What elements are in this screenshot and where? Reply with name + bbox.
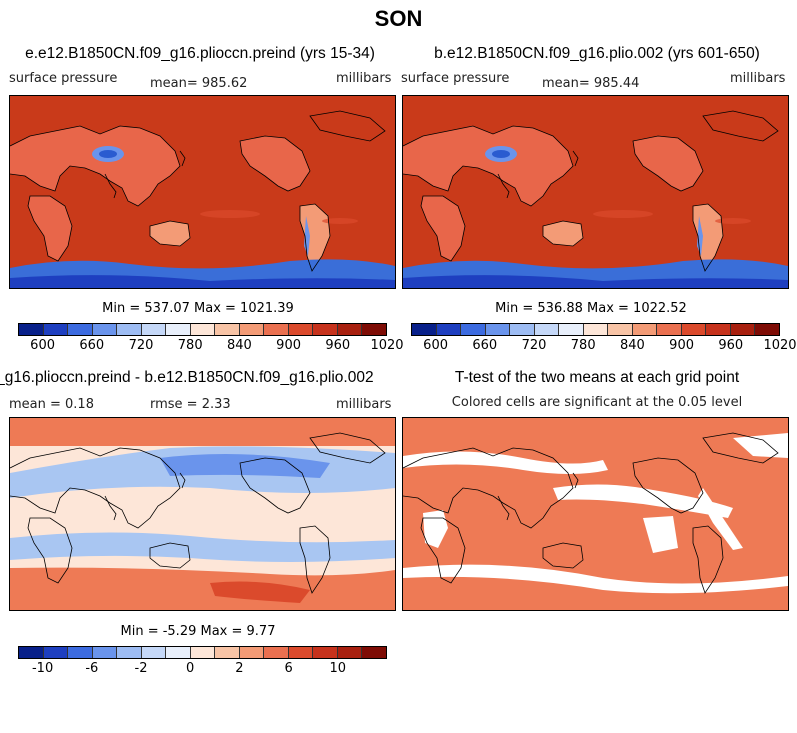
colorbar-swatch (608, 324, 633, 335)
colorbar-swatch (337, 324, 363, 335)
colorbar-swatch (92, 647, 118, 658)
panel-4-title: T-test of the two means at each grid poi… (454, 369, 740, 386)
colorbar-tick-label: -10 (31, 661, 54, 676)
colorbar-swatch (215, 647, 240, 658)
panel-3-colorbar (18, 646, 387, 659)
panel-3-title: e.e12.B1850CN.f09_g16.plioccn.preind - b… (0, 369, 374, 386)
colorbar-swatch (706, 324, 731, 335)
colorbar-swatch (166, 324, 191, 335)
panel-1-map (9, 95, 396, 289)
colorbar-swatch (461, 324, 486, 335)
panel-3-map-field (10, 418, 395, 610)
colorbar-swatch (264, 647, 289, 658)
panel-3-rmse-label: rmse = 2.33 (150, 397, 231, 412)
panel-2-mean-label: mean= 985.44 (542, 76, 640, 91)
colorbar-swatch (190, 324, 216, 335)
colorbar-swatch (117, 647, 142, 658)
panel-2-map (402, 95, 789, 289)
colorbar-tick-label: 660 (79, 338, 105, 353)
colorbar-swatch (559, 324, 584, 335)
panel-2-map-field (403, 96, 788, 288)
colorbar-swatch (264, 324, 289, 335)
colorbar-swatch (92, 324, 118, 335)
panel-2-units-label: millibars (730, 71, 786, 86)
colorbar-tick-label: 900 (669, 338, 695, 353)
colorbar-tick-label: 10 (329, 661, 347, 676)
colorbar-swatch (436, 324, 462, 335)
panel-1-units-label: millibars (336, 71, 392, 86)
colorbar-swatch (43, 324, 69, 335)
colorbar-tick-label: 960 (718, 338, 744, 353)
colorbar-swatch (68, 324, 93, 335)
colorbar-swatch (239, 647, 265, 658)
colorbar-tick-label: 840 (226, 338, 252, 353)
colorbar-swatch (141, 647, 167, 658)
colorbar-swatch (730, 324, 756, 335)
colorbar-swatch (288, 324, 314, 335)
colorbar-tick-label: 6 (284, 661, 293, 676)
colorbar-swatch (117, 324, 142, 335)
colorbar-swatch (141, 324, 167, 335)
colorbar-swatch (288, 647, 314, 658)
panel-3-title-clip: e.e12.B1850CN.f09_g16.plioccn.preind - b… (0, 369, 400, 391)
panel-1-title: e.e12.B1850CN.f09_g16.plioccn.preind (yr… (25, 45, 375, 62)
colorbar-swatch (583, 324, 609, 335)
colorbar-tick-label: 720 (128, 338, 154, 353)
colorbar-tick-label: 1020 (370, 338, 404, 353)
colorbar-tick-label: 900 (276, 338, 302, 353)
panel-1-mean-label: mean= 985.62 (150, 76, 248, 91)
colorbar-swatch (362, 647, 386, 658)
colorbar-tick-label: 960 (325, 338, 351, 353)
panel-1-colorbar (18, 323, 387, 336)
colorbar-tick-label: 600 (423, 338, 449, 353)
colorbar-swatch (190, 647, 216, 658)
colorbar-swatch (19, 324, 44, 335)
panel-2-variable-label: surface pressure (401, 71, 510, 86)
colorbar-swatch (657, 324, 682, 335)
colorbar-tick-label: 780 (177, 338, 203, 353)
colorbar-swatch (215, 324, 240, 335)
panel-3-units-label: millibars (336, 397, 392, 412)
panel-3-map (9, 417, 396, 611)
colorbar-tick-label: 840 (619, 338, 645, 353)
colorbar-swatch (239, 324, 265, 335)
colorbar-tick-label: 720 (521, 338, 547, 353)
colorbar-swatch (755, 324, 779, 335)
colorbar-swatch (166, 647, 191, 658)
colorbar-tick-label: -2 (134, 661, 148, 676)
panel-1-min-max: Min = 537.07 Max = 1021.39 (102, 301, 294, 316)
colorbar-tick-label: -6 (85, 661, 99, 676)
colorbar-swatch (362, 324, 386, 335)
colorbar-tick-label: 1020 (763, 338, 797, 353)
colorbar-tick-label: 600 (30, 338, 56, 353)
colorbar-swatch (19, 647, 44, 658)
colorbar-swatch (313, 647, 338, 658)
colorbar-swatch (632, 324, 658, 335)
panel-4-map (402, 417, 789, 611)
colorbar-tick-label: 2 (235, 661, 244, 676)
panel-4-subtitle: Colored cells are significant at the 0.0… (451, 395, 743, 410)
colorbar-swatch (485, 324, 511, 335)
panel-1-map-field (10, 96, 395, 288)
panel-2-colorbar (411, 323, 780, 336)
colorbar-tick-label: 660 (472, 338, 498, 353)
colorbar-swatch (510, 324, 535, 335)
colorbar-swatch (681, 324, 707, 335)
panel-2-min-max: Min = 536.88 Max = 1022.52 (495, 301, 687, 316)
colorbar-tick-label: 780 (570, 338, 596, 353)
panel-3-mean-label: mean = 0.18 (9, 397, 94, 412)
colorbar-swatch (313, 324, 338, 335)
figure-title: SON (374, 6, 423, 31)
colorbar-swatch (534, 324, 560, 335)
colorbar-swatch (337, 647, 363, 658)
colorbar-swatch (43, 647, 69, 658)
panel-1-variable-label: surface pressure (9, 71, 118, 86)
colorbar-swatch (412, 324, 437, 335)
panel-4-map-field (403, 418, 788, 610)
panel-2-title: b.e12.B1850CN.f09_g16.plio.002 (yrs 601-… (434, 45, 760, 62)
panel-3-min-max: Min = -5.29 Max = 9.77 (120, 624, 276, 639)
colorbar-swatch (68, 647, 93, 658)
colorbar-tick-label: 0 (186, 661, 195, 676)
